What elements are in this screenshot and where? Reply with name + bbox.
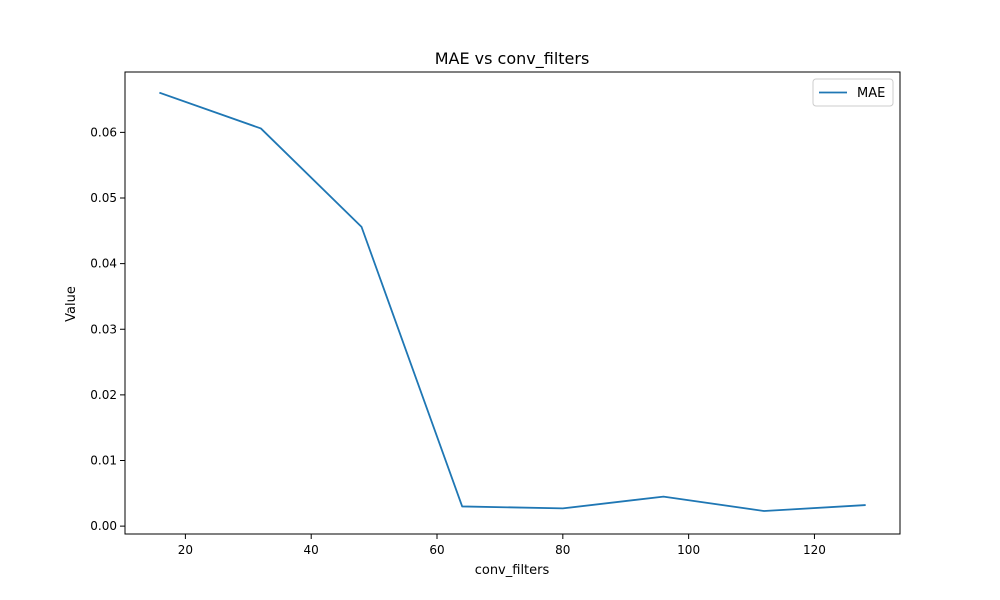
x-tick-label: 60 [429, 543, 444, 557]
series-line-mae [159, 91, 866, 512]
x-tick-label: 100 [677, 543, 700, 557]
series-layer [159, 91, 866, 512]
y-tick-label: 0.03 [90, 322, 117, 336]
legend-label: MAE [857, 86, 885, 101]
legend-box [812, 78, 894, 107]
legend: MAE [812, 78, 894, 107]
plot-frame [124, 71, 901, 535]
chart-title: MAE vs conv_filters [435, 49, 590, 69]
x-tick-label: 20 [178, 543, 193, 557]
x-axis: 20 40 60 80 100 120 [178, 534, 826, 557]
x-tick-label: 120 [803, 543, 826, 557]
x-tick-label: 80 [555, 543, 570, 557]
x-tick-label: 40 [304, 543, 319, 557]
x-axis-label: conv_filters [475, 563, 550, 578]
y-tick-label: 0.01 [90, 454, 117, 468]
plot-area [124, 71, 901, 535]
y-axis: 0.00 0.01 0.02 0.03 0.04 0.05 0.06 [90, 125, 125, 533]
y-tick-label: 0.05 [90, 191, 117, 205]
y-tick-label: 0.00 [90, 519, 117, 533]
y-tick-label: 0.02 [90, 388, 117, 402]
y-tick-label: 0.06 [90, 125, 117, 139]
y-tick-label: 0.04 [90, 257, 117, 271]
y-axis-label: Value [64, 286, 79, 322]
